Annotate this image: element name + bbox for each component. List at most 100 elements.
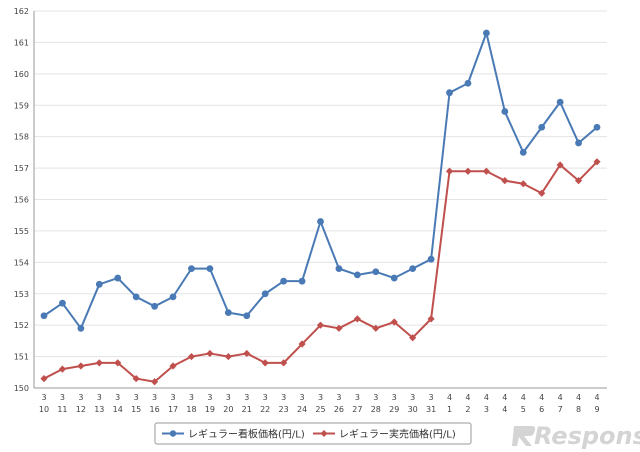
x-tick-label-day: 19: [205, 405, 215, 414]
data-point: [151, 378, 159, 386]
data-point: [335, 265, 343, 273]
data-point: [593, 158, 601, 166]
x-tick-label-month: 3: [300, 393, 305, 402]
x-tick-label-month: 3: [152, 393, 157, 402]
data-point: [427, 255, 435, 263]
x-tick-label-month: 3: [318, 393, 323, 402]
legend-label-signboard: レギュラー看板価格(円/L): [188, 428, 305, 441]
data-point: [77, 324, 85, 332]
data-point: [464, 79, 472, 87]
x-tick-label-day: 31: [426, 405, 436, 414]
legend-marker-diamond: [320, 430, 328, 437]
x-tick-label-day: 3: [484, 405, 489, 414]
y-tick-label: 155: [14, 227, 29, 236]
data-point: [575, 139, 582, 147]
x-tick-label-day: 29: [389, 405, 399, 414]
series-line: [43, 161, 598, 383]
series-2: [40, 158, 601, 386]
x-tick-label-day: 30: [408, 405, 418, 414]
x-tick-labels: 3103113123133143153163173183193203213223…: [39, 393, 600, 414]
data-point: [372, 324, 380, 332]
data-point: [556, 161, 564, 169]
data-point: [95, 280, 103, 288]
logo-r-glyph: [512, 426, 536, 446]
data-point: [114, 359, 122, 367]
x-tick-label-month: 3: [410, 393, 415, 402]
x-tick-label-day: 23: [279, 405, 289, 414]
x-tick-label-month: 4: [594, 393, 599, 402]
y-tick-label: 161: [14, 38, 29, 47]
data-point: [501, 177, 509, 185]
y-tick-label: 162: [14, 7, 29, 16]
data-point: [243, 312, 251, 320]
data-point: [206, 349, 214, 358]
data-point: [40, 312, 48, 320]
data-point: [335, 324, 343, 332]
data-point: [519, 148, 527, 156]
legend-label-actual: レギュラー実売価格(円/L): [339, 428, 456, 441]
x-tick-label-day: 8: [576, 405, 581, 414]
y-tick-label: 158: [14, 133, 29, 142]
data-point: [574, 177, 583, 185]
x-tick-label-day: 12: [76, 405, 86, 414]
data-point: [40, 374, 48, 383]
x-tick-label-day: 27: [352, 405, 362, 414]
x-tick-label-day: 17: [168, 405, 178, 414]
data-point: [538, 189, 546, 197]
data-point: [464, 167, 472, 175]
data-point: [556, 98, 564, 106]
x-tick-label-day: 13: [94, 405, 104, 414]
x-tick-label-day: 2: [465, 405, 470, 414]
data-point: [353, 315, 361, 323]
x-tick-label-month: 3: [60, 393, 65, 402]
x-tick-label-month: 3: [392, 393, 397, 402]
x-tick-label-month: 3: [134, 393, 139, 402]
x-tick-label-month: 3: [373, 393, 378, 402]
data-point: [409, 265, 417, 273]
y-tick-label: 156: [14, 196, 29, 205]
x-tick-label-day: 24: [297, 405, 307, 414]
legend-item-actual[interactable]: レギュラー実売価格(円/L): [313, 428, 456, 441]
y-tick-label: 153: [14, 290, 29, 299]
y-tick-label: 151: [14, 353, 29, 362]
x-tick-label-day: 4: [502, 405, 507, 414]
data-point: [77, 362, 85, 370]
y-tick-label: 152: [14, 321, 29, 330]
legend-item-signboard[interactable]: レギュラー看板価格(円/L): [162, 428, 305, 441]
data-point: [482, 167, 490, 175]
x-tick-label-month: 3: [78, 393, 83, 402]
x-tick-label-month: 4: [484, 393, 489, 402]
data-point: [114, 274, 122, 282]
data-point: [206, 265, 214, 273]
data-point: [280, 277, 288, 285]
data-point: [58, 365, 67, 373]
x-tick-label-day: 9: [594, 405, 599, 414]
x-tick-label-day: 15: [131, 405, 141, 414]
axes: [33, 11, 607, 389]
x-tick-label-day: 14: [113, 405, 123, 414]
x-tick-label-month: 3: [41, 393, 46, 402]
y-tick-labels: 150 151 152 153 154 155 156 157 158 159 160 161 162: [14, 7, 29, 393]
data-point: [298, 277, 306, 285]
x-tick-label-month: 3: [207, 393, 212, 402]
data-point: [243, 349, 251, 358]
x-tick-label-day: 26: [334, 405, 344, 414]
legend: レギュラー看板価格(円/L) レギュラー実売価格(円/L): [154, 422, 472, 445]
x-tick-label-month: 3: [336, 393, 341, 402]
grid-lines: [34, 10, 607, 358]
y-tick-label: 150: [14, 384, 29, 393]
data-point: [483, 29, 490, 37]
x-tick-label-month: 3: [281, 393, 286, 402]
x-tick-label-day: 11: [57, 405, 67, 414]
data-point: [427, 315, 435, 323]
x-tick-label-day: 6: [539, 405, 544, 414]
x-tick-label-month: 4: [521, 393, 526, 402]
y-tick-label: 160: [14, 70, 29, 79]
x-tick-label-month: 4: [576, 393, 581, 402]
data-point: [169, 362, 177, 370]
data-point: [59, 299, 66, 307]
data-point: [187, 352, 196, 361]
data-point: [390, 318, 398, 326]
data-point: [445, 167, 454, 175]
data-point: [224, 352, 232, 361]
